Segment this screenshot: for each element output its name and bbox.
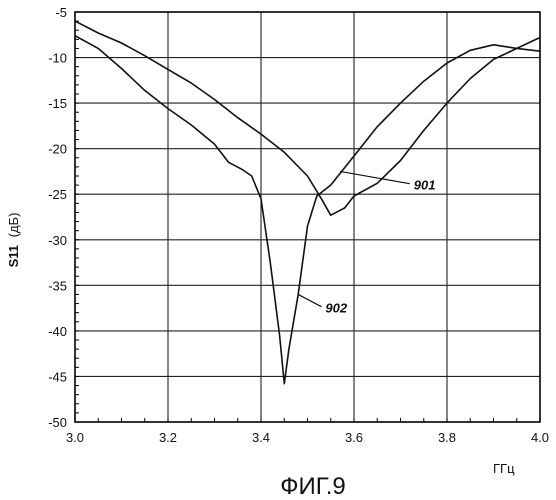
annotation-label-902: 902 [325, 301, 347, 316]
y-tick-label: -30 [48, 233, 67, 248]
y-axis-label-quantity: S11 [6, 245, 21, 267]
y-tick-label: -45 [48, 369, 67, 384]
series-lines [75, 21, 540, 384]
series-line-902 [75, 36, 540, 384]
x-tick-label: 3.4 [252, 430, 270, 445]
y-tick-label: -40 [48, 324, 67, 339]
y-tick-label: -20 [48, 142, 67, 157]
y-axis-label: S11 (дБ) [6, 213, 21, 268]
x-tick-label: 3.6 [345, 430, 363, 445]
plot-frame [75, 12, 540, 422]
y-tick-label: -5 [55, 5, 67, 20]
annotation-label-901: 901 [414, 178, 436, 193]
x-axis-label: ГГц [493, 461, 515, 476]
x-tick-label: 3.2 [159, 430, 177, 445]
x-tick-label: 3.0 [66, 430, 84, 445]
y-tick-label: -35 [48, 278, 67, 293]
annotation-leader-901 [340, 171, 410, 183]
annotation-leader-902 [298, 294, 321, 306]
y-tick-label: -50 [48, 415, 67, 430]
grid-lines [75, 12, 540, 422]
y-tick-label: -25 [48, 187, 67, 202]
y-tick-label: -10 [48, 51, 67, 66]
y-axis-label-unit: (дБ) [6, 213, 21, 238]
figure-caption: ФИГ.9 [280, 473, 346, 500]
y-tick-labels: -5 -10 -15 -20 -25 -30 -35 -40 -45 -50 [48, 5, 67, 430]
x-tick-label: 4.0 [531, 430, 549, 445]
x-tick-labels: 3.0 3.2 3.4 3.6 3.8 4.0 [66, 430, 549, 445]
tick-marks [75, 12, 540, 422]
x-tick-label: 3.8 [438, 430, 456, 445]
y-tick-label: -15 [48, 96, 67, 111]
